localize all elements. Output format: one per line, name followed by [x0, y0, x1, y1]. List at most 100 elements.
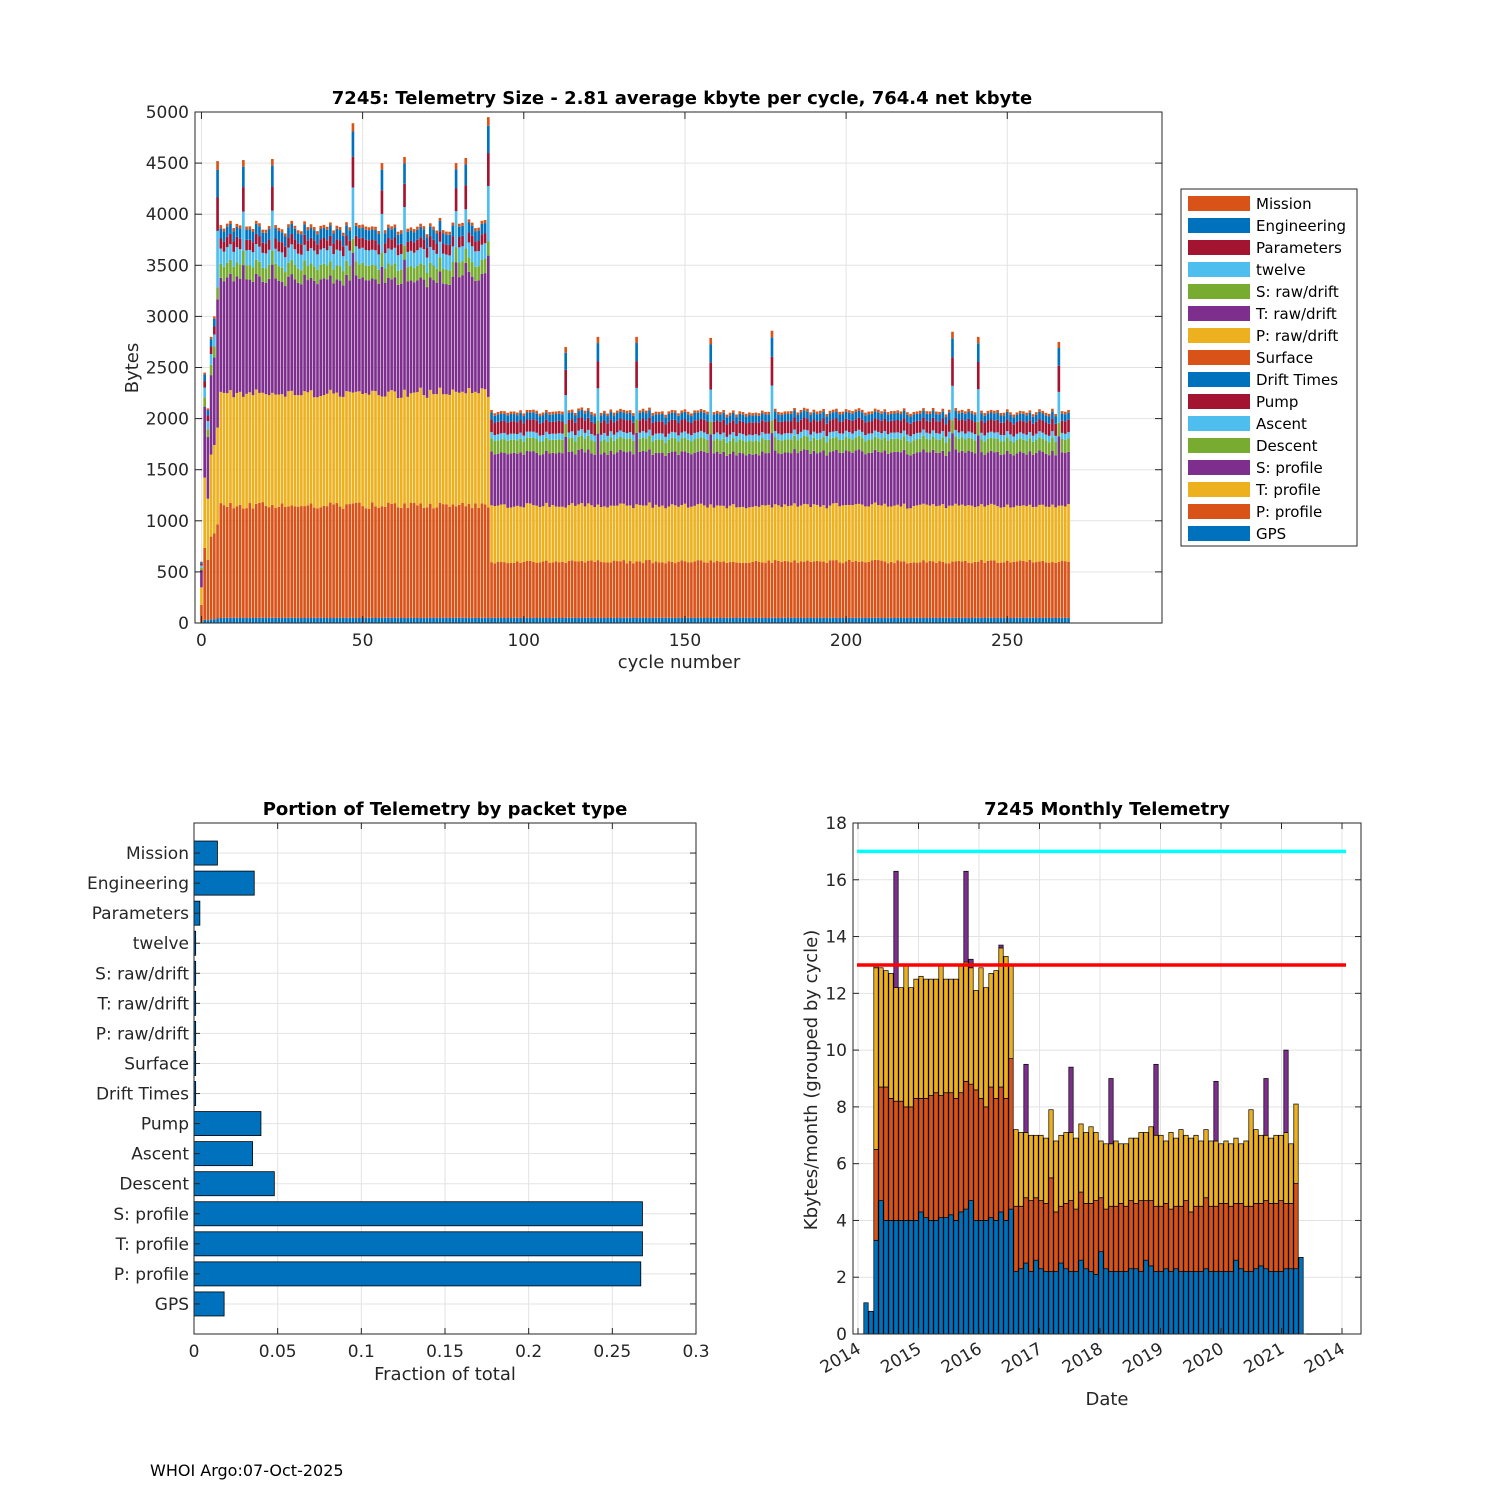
- cycle-bar-segment-gps: [396, 617, 400, 623]
- cycle-bar-segment-pump: [641, 418, 645, 432]
- cycle-bar-segment-s-profile: [238, 279, 242, 392]
- cycle-bar-segment-gps: [432, 617, 435, 623]
- cycle-bar-segment-gps: [706, 618, 709, 623]
- cycle-bar-segment-mission: [213, 316, 216, 319]
- cycle-bar-segment-ascent: [464, 209, 468, 249]
- month-bar-segment: [1058, 1134, 1064, 1207]
- cycle-bar-segment-gps: [822, 617, 825, 623]
- cycle-bar-segment-mission: [225, 223, 229, 227]
- cycle-bar-segment-mission: [780, 412, 783, 415]
- cycle-bar-segment-pump: [419, 237, 422, 248]
- cycle-bar-segment-engineering: [596, 343, 600, 362]
- cycle-bar-segment-mission: [387, 224, 390, 228]
- cycle-bar-segment-gps: [906, 617, 909, 623]
- cycle-bar-segment-p-profile: [454, 506, 458, 618]
- cycle-bar-segment-descent: [690, 441, 693, 455]
- cycle-bar-segment-pump: [989, 419, 993, 432]
- cycle-bar-segment-descent: [835, 437, 838, 451]
- cycle-bar: [864, 412, 867, 623]
- cycle-bar-segment-mission: [261, 229, 265, 233]
- cycle-bar-segment-p-profile: [702, 562, 706, 618]
- cycle-bar-segment-descent: [419, 263, 422, 278]
- cycle-bar-segment-ascent: [1005, 431, 1009, 438]
- cycle-bar-segment-descent: [522, 441, 526, 455]
- cycle-bar-segment-pump: [1051, 418, 1054, 432]
- cycle-bar-segment-mission: [1002, 412, 1006, 416]
- cycle-bar-segment-t-profile: [222, 392, 226, 506]
- cycle-bar-segment-t-profile: [1002, 507, 1006, 563]
- month-bar-segment: [1283, 1132, 1289, 1204]
- cycle-bar-segment-mission: [864, 412, 867, 416]
- cycle-bar-segment-s-profile: [274, 278, 277, 395]
- cycle-bar-segment-gps: [735, 617, 738, 623]
- cycle-bar-segment-s-profile: [358, 278, 361, 392]
- cycle-bar-segment-t-profile: [751, 506, 754, 562]
- cycle-bar-segment-pump: [438, 231, 442, 242]
- cycle-bar-segment-p-profile: [403, 503, 406, 618]
- cycle-bar-segment-pump: [812, 419, 816, 432]
- cycle-bar-segment-p-profile: [370, 502, 374, 618]
- cycle-bar-segment-gps: [287, 617, 290, 623]
- cycle-bar-segment-gps: [554, 617, 558, 623]
- cycle-bar-segment-s-profile: [757, 455, 761, 507]
- cycle-bar-segment-ascent: [306, 250, 310, 267]
- cycle-bar-segment-t-profile: [780, 506, 783, 562]
- bl-xtick-label: 0.1: [348, 1342, 375, 1362]
- cycle-bar: [983, 413, 987, 623]
- cycle-bar-segment-gps: [877, 617, 880, 623]
- top-bars: [200, 117, 1070, 623]
- month-bar-segment: [908, 987, 914, 1108]
- cycle-bar-segment-engineering: [380, 169, 384, 191]
- cycle-bar-segment-pump: [664, 424, 667, 437]
- month-bar-segment: [1073, 1208, 1079, 1272]
- month-bar-segment: [973, 1089, 979, 1221]
- cycle-bar-segment-pump: [628, 420, 632, 433]
- cycle-bar-segment-descent: [403, 245, 406, 260]
- legend-label: Parameters: [1256, 239, 1342, 257]
- month-bar-segment: [1278, 1134, 1284, 1201]
- bl-category-label: Descent: [119, 1175, 189, 1195]
- cycle-bar-segment-pump: [786, 421, 790, 434]
- cycle-bar-segment-engineering: [287, 227, 290, 238]
- cycle-bar-segment-descent: [986, 438, 990, 453]
- cycle-bar-segment-descent: [773, 437, 777, 451]
- cycle-bar-segment-p-profile: [622, 560, 626, 618]
- cycle-bar-segment-ascent: [864, 434, 867, 442]
- bl-xtick-label: 0.3: [682, 1342, 709, 1362]
- cycle-bar: [200, 561, 203, 623]
- cycle-bar-segment-mission: [238, 225, 242, 229]
- month-bar-segment: [1293, 1103, 1299, 1184]
- cycle-bar-segment-engineering: [525, 412, 529, 420]
- cycle-bar-segment-descent: [883, 437, 887, 451]
- cycle-bar-segment-descent: [548, 440, 551, 454]
- month-bar-segment: [943, 1217, 949, 1335]
- cycle-bar-segment-ascent: [457, 247, 461, 263]
- month-bar-segment: [973, 990, 979, 1091]
- cycle-bar: [480, 220, 484, 623]
- cycle-bar-segment-engineering: [877, 412, 880, 420]
- cycle-bar-segment-mission: [822, 408, 825, 412]
- cycle-bar-segment-pump: [1044, 422, 1048, 435]
- cycle-bar-segment-p-profile: [319, 507, 323, 618]
- cycle-bar-segment-t-profile: [748, 507, 751, 563]
- cycle-bar-segment-descent: [280, 267, 284, 282]
- cycle-bar-segment-p-profile: [338, 506, 342, 618]
- cycle-bar-segment-mission: [1054, 413, 1057, 417]
- cycle-bar-segment-gps: [493, 617, 497, 623]
- cycle-bar-segment-s-profile: [303, 274, 306, 392]
- cycle-bar-segment-descent: [841, 439, 845, 453]
- cycle-bar: [396, 231, 400, 623]
- cycle-bar-segment-mission: [693, 410, 696, 413]
- cycle-bar-segment-engineering: [416, 229, 419, 240]
- cycle-bar-segment-t-profile: [435, 394, 439, 508]
- cycle-bar-segment-pump: [251, 242, 255, 253]
- cycle-bar-segment-ascent: [757, 435, 761, 442]
- cycle-bar-segment-gps: [893, 618, 896, 623]
- cycle-bar-segment-engineering: [1022, 413, 1025, 422]
- cycle-bar: [541, 412, 545, 623]
- cycle-bar-segment-gps: [319, 617, 323, 623]
- cycle-bar-segment-ascent: [819, 432, 822, 440]
- cycle-bar-segment-gps: [574, 617, 577, 623]
- cycle-bar: [722, 410, 725, 623]
- cycle-bar-segment-s-profile: [851, 452, 854, 506]
